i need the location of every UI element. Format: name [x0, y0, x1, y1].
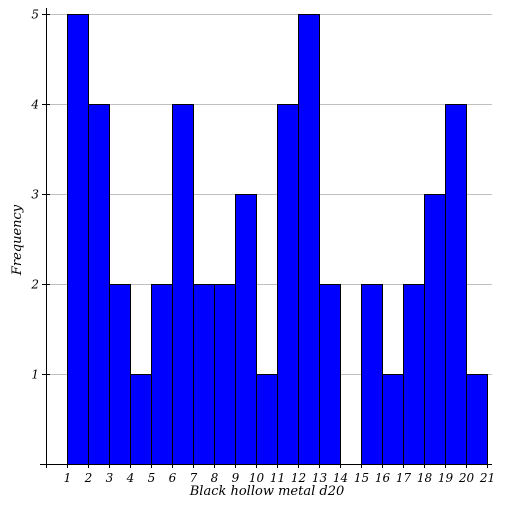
x-tick-label-11: 11 — [270, 471, 285, 485]
bar-12-13 — [298, 14, 320, 465]
x-tick-label-21: 21 — [479, 471, 495, 485]
x-tick-label-18: 18 — [417, 471, 433, 485]
histogram-bars — [67, 14, 488, 465]
x-tick-label-3: 3 — [106, 471, 114, 485]
bar-13-14 — [319, 284, 341, 465]
axes — [40, 8, 492, 468]
bar-8-9 — [214, 284, 236, 465]
bar-5-6 — [151, 284, 173, 465]
x-tick-label-5: 5 — [148, 471, 156, 485]
x-tick-label-17: 17 — [396, 471, 412, 485]
bar-16-17 — [382, 374, 404, 465]
y-axis-title: Frequency — [10, 204, 25, 276]
x-tick-label-19: 19 — [438, 471, 454, 485]
x-tick-label-14: 14 — [333, 471, 348, 485]
bar-3-4 — [109, 284, 131, 465]
y-tick-label-4: 4 — [30, 98, 39, 112]
bar-19-20 — [445, 104, 467, 465]
bar-20-21 — [466, 374, 488, 465]
bar-17-18 — [403, 284, 425, 465]
x-tick-label-16: 16 — [375, 471, 391, 485]
bar-1-2 — [67, 14, 89, 465]
x-tick-label-7: 7 — [190, 471, 198, 485]
bar-10-11 — [256, 374, 278, 465]
x-tick-label-2: 2 — [84, 471, 93, 485]
x-tick-label-1: 1 — [64, 471, 72, 485]
x-tick-label-13: 13 — [312, 471, 328, 485]
bar-4-5 — [130, 374, 152, 465]
bar-2-3 — [88, 104, 110, 465]
bar-15-16 — [361, 284, 383, 465]
y-tick-label-5: 5 — [31, 8, 39, 22]
y-tick-label-3: 3 — [31, 188, 39, 202]
bar-9-10 — [235, 194, 257, 465]
x-tick-label-4: 4 — [126, 471, 135, 485]
x-tick-label-15: 15 — [354, 471, 369, 485]
bar-11-12 — [277, 104, 299, 465]
x-tick-label-20: 20 — [458, 471, 475, 485]
y-tick-label-2: 2 — [30, 278, 39, 292]
bar-18-19 — [424, 194, 446, 465]
x-tick-label-9: 9 — [232, 471, 240, 485]
bar-7-8 — [193, 284, 215, 465]
x-tick-label-10: 10 — [249, 471, 265, 485]
x-axis-title: Black hollow metal d20 — [189, 484, 345, 499]
y-tick-label-1: 1 — [31, 368, 39, 382]
bar-6-7 — [172, 104, 194, 465]
x-tick-label-6: 6 — [169, 471, 177, 485]
x-tick-label-8: 8 — [211, 471, 219, 485]
x-tick-label-12: 12 — [291, 471, 306, 485]
